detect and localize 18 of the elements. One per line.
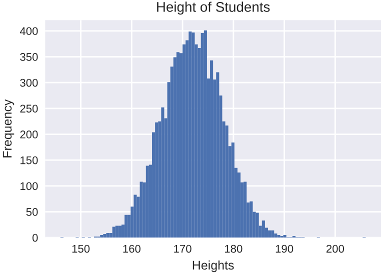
y-tick-label: 350 bbox=[20, 53, 38, 61]
y-tick-label: 50 bbox=[26, 208, 38, 216]
x-axis-title: Heights bbox=[192, 260, 234, 272]
y-tick-label: 300 bbox=[20, 78, 38, 87]
x-tick-label: 170 bbox=[174, 244, 192, 253]
y-tick-label: 150 bbox=[20, 156, 38, 164]
y-tick-label: 0 bbox=[32, 234, 38, 242]
y-axis-title: Frequency bbox=[2, 99, 14, 158]
y-tick-label: 400 bbox=[20, 27, 38, 36]
y-tick-label: 250 bbox=[20, 104, 38, 113]
x-tick-label: 150 bbox=[72, 244, 90, 253]
x-tick-label: 160 bbox=[123, 244, 140, 253]
y-tick-label: 200 bbox=[20, 130, 38, 138]
y-tick-label: 100 bbox=[20, 182, 38, 190]
chart-title: Height of Students bbox=[157, 2, 270, 15]
x-tick-label: 190 bbox=[276, 244, 294, 253]
x-tick-label: 180 bbox=[225, 244, 242, 253]
x-tick-label: 200 bbox=[326, 244, 344, 253]
